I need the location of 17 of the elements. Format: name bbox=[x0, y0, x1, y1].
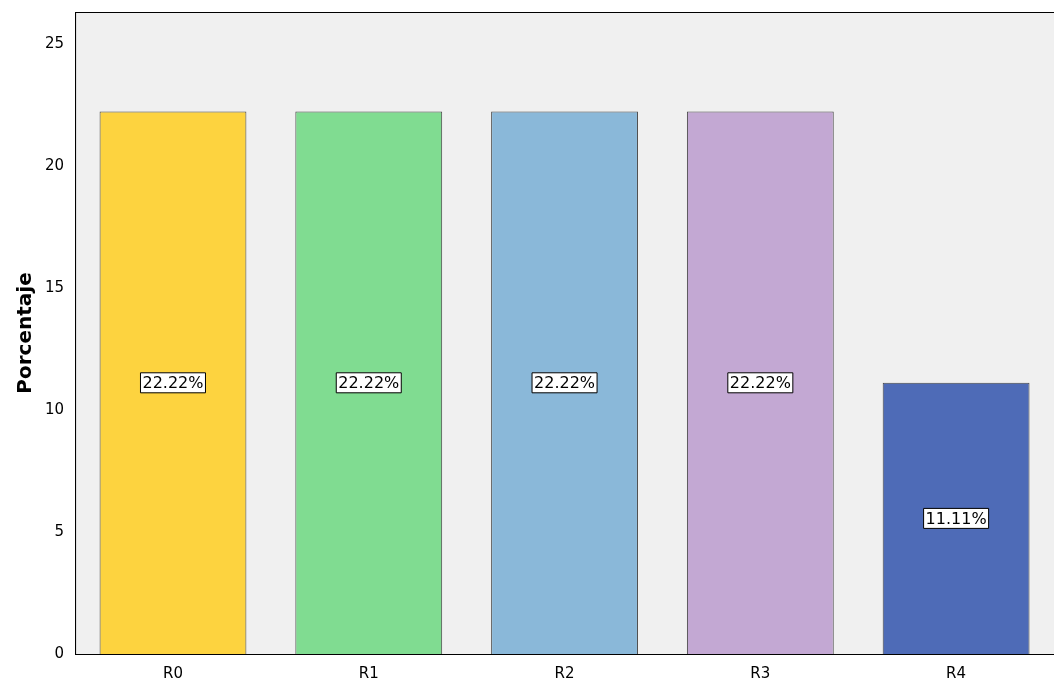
y-axis-title: Porcentaje bbox=[12, 272, 37, 394]
data-label: 22.22% bbox=[338, 372, 400, 392]
y-tick-label: 25 bbox=[44, 33, 65, 52]
y-tick-label: 0 bbox=[54, 643, 65, 662]
data-label: 22.22% bbox=[729, 372, 791, 392]
y-tick-label: 10 bbox=[44, 399, 65, 418]
x-tick-label: R3 bbox=[750, 663, 771, 682]
data-label: 22.22% bbox=[534, 372, 596, 392]
data-label: 11.11% bbox=[925, 508, 987, 528]
y-tick-label: 15 bbox=[44, 277, 65, 296]
x-tick-label: R2 bbox=[554, 663, 575, 682]
y-tick-label: 20 bbox=[44, 155, 65, 174]
x-tick-label: R1 bbox=[358, 663, 379, 682]
y-tick-label: 5 bbox=[54, 521, 65, 540]
x-tick-label: R0 bbox=[162, 663, 183, 682]
data-label: 22.22% bbox=[142, 372, 204, 392]
x-tick-label: R4 bbox=[946, 663, 967, 682]
